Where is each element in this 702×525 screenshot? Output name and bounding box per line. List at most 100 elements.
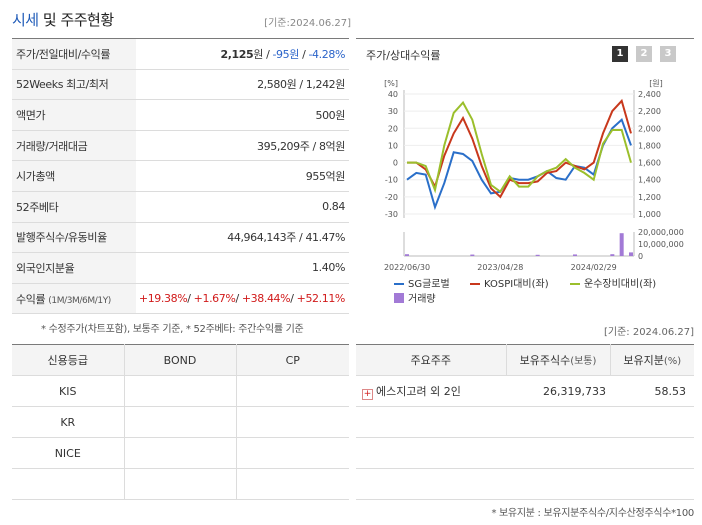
x-tick-label: 2024/02/29 [571, 263, 617, 272]
volume-tick-label: 0 [638, 252, 643, 261]
price-row: 주가/전일대비/수익률 2,125원 / -95원 / -4.28% [12, 38, 349, 70]
price-row-label-text: 액면가 [16, 108, 46, 122]
relative-return-chart: [%] [원] 40 2,400 30 2,200 20 2,000 10 1,800 0 1,600… [384, 79, 684, 305]
right-tick-label: 1,000 [638, 210, 661, 219]
price-value-part: / [187, 292, 194, 306]
left-tick-label: -30 [385, 210, 398, 219]
price-row: 시가총액 955억원 [12, 160, 349, 192]
holders-header-shares-label: 보유주식수 [519, 354, 571, 367]
price-row-label: 액면가 [12, 99, 136, 131]
section-title: 시세 및 주주현황 [12, 9, 114, 30]
section-title-rest: 및 주주현황 [38, 11, 114, 29]
price-row-label: 수익률 (1M/3M/6M/1Y) [12, 283, 136, 315]
price-row: 외국인지분율 1.40% [12, 252, 349, 284]
shareholding-note: * 보유지분 : 보유지분주식수/지수산정주식수*100 [491, 508, 694, 519]
holders-header-shares-unit: (보통) [570, 356, 597, 367]
right-tick-label: 1,400 [638, 176, 661, 185]
price-row: 52Weeks 최고/최저 2,580원 / 1,242원 [12, 69, 349, 101]
reference-date: [기준:2024.06.27] [264, 18, 351, 29]
credit-bond-cell [124, 406, 237, 438]
legend-label-2: 운수장비대비(좌) [584, 278, 656, 290]
credit-row: KR [12, 406, 349, 438]
series-line-2 [407, 100, 632, 194]
credit-rating-panel: 신용등급 BOND CP KIS KR NICE [12, 344, 349, 500]
holders-header-pct-unit: (%) [663, 356, 682, 367]
chart-page-1-button[interactable]: 1 [612, 46, 628, 62]
price-row-label-text: 발행주식수/유동비율 [16, 231, 107, 245]
left-tick-label: 40 [388, 90, 398, 99]
right-tick-label: 2,400 [638, 90, 661, 99]
price-value-part: +1.67% [193, 292, 236, 306]
price-summary-table: 주가/전일대비/수익률 2,125원 / -95원 / -4.28% 52Weeks… [12, 38, 349, 315]
holder-row: + 에스지고려 외 2인 26,319,733 58.53 [356, 375, 694, 407]
price-row-label: 거래량/거래대금 [12, 130, 136, 162]
credit-row [12, 468, 349, 500]
section-header: 시세 및 주주현황 [기준:2024.06.27] [0, 0, 702, 38]
right-tick-label: 1,800 [638, 141, 661, 150]
price-value-part: 500원 [315, 108, 345, 122]
credit-header-cp: CP [236, 344, 349, 376]
holder-name-cell: + 에스지고려 외 2인 [356, 375, 506, 407]
price-row-label: 외국인지분율 [12, 252, 136, 284]
legend-label-1: KOSPI대비(좌) [484, 278, 549, 290]
credit-row: NICE [12, 437, 349, 469]
reference-date-2: [기준: 2024.06.27] [603, 327, 694, 338]
holder-pct-cell [610, 406, 694, 438]
price-row: 52주베타 0.84 [12, 191, 349, 223]
volume-bar [610, 254, 615, 256]
volume-bar [573, 254, 577, 256]
holder-name-cell [356, 468, 506, 500]
credit-bond-cell [124, 437, 237, 469]
chart-title: 주가/상대수익률 [366, 49, 441, 62]
volume-tick-label: 20,000,000 [638, 228, 684, 237]
left-axis-unit: [%] [384, 79, 398, 88]
holder-row [356, 468, 694, 500]
price-row-value: 0.84 [136, 191, 349, 223]
right-tick-label: 2,000 [638, 124, 661, 133]
credit-cp-cell [236, 468, 349, 500]
credit-row: KIS [12, 375, 349, 407]
chart-page-2-button[interactable]: 2 [636, 46, 652, 62]
price-row-label: 52주베타 [12, 191, 136, 223]
credit-rating-table: 신용등급 BOND CP KIS KR NICE [12, 344, 349, 500]
holder-row [356, 406, 694, 438]
price-value-part: / [235, 292, 242, 306]
holder-shares-cell [506, 406, 610, 438]
price-row-label-text: 52주베타 [16, 200, 59, 214]
price-row-label: 발행주식수/유동비율 [12, 222, 136, 254]
price-row-value: 1.40% [136, 252, 349, 284]
price-summary-panel: 주가/전일대비/수익률 2,125원 / -95원 / -4.28% 52Weeks… [12, 38, 349, 315]
left-tick-label: 0 [393, 159, 398, 168]
volume-bar [619, 233, 624, 256]
price-row: 거래량/거래대금 395,209주 / 8억원 [12, 130, 349, 162]
price-value-part: -95원 [272, 47, 299, 61]
price-row: 액면가 500원 [12, 99, 349, 131]
expand-plus-icon[interactable]: + [362, 388, 373, 400]
holder-pct-cell [610, 437, 694, 469]
left-tick-label: 10 [388, 141, 398, 150]
holders-header-shares: 보유주식수(보통) [506, 344, 611, 376]
price-row-value: 2,580원 / 1,242원 [136, 69, 349, 101]
chart-page-3-button[interactable]: 3 [660, 46, 676, 62]
price-value-part: +38.44% [241, 292, 291, 306]
holder-pct-cell: 58.53 [610, 375, 694, 407]
holders-header-pct: 보유지분(%) [610, 344, 694, 376]
volume-bar [629, 252, 633, 256]
holders-header-pct-label: 보유지분 [623, 354, 664, 367]
left-tick-label: 30 [388, 107, 398, 116]
holder-name[interactable]: 에스지고려 외 2인 [376, 384, 461, 398]
price-value-part: +19.38% [138, 292, 188, 306]
credit-bond-cell [124, 468, 237, 500]
price-row-label-text: 52Weeks 최고/최저 [16, 78, 109, 92]
price-value-part: 0.84 [322, 200, 345, 214]
credit-rating-cell: KR [12, 406, 125, 438]
right-tick-label: 2,200 [638, 107, 661, 116]
price-value-part: 원 / [253, 47, 273, 61]
price-value-part: 395,209주 / 8억원 [257, 139, 345, 153]
holder-shares-cell [506, 468, 610, 500]
holder-shares-cell: 26,319,733 [506, 375, 610, 407]
left-tick-label: -20 [385, 193, 398, 202]
price-row-label-text: 주가/전일대비/수익률 [16, 47, 111, 61]
credit-bond-cell [124, 375, 237, 407]
credit-header-bond: BOND [124, 344, 237, 376]
